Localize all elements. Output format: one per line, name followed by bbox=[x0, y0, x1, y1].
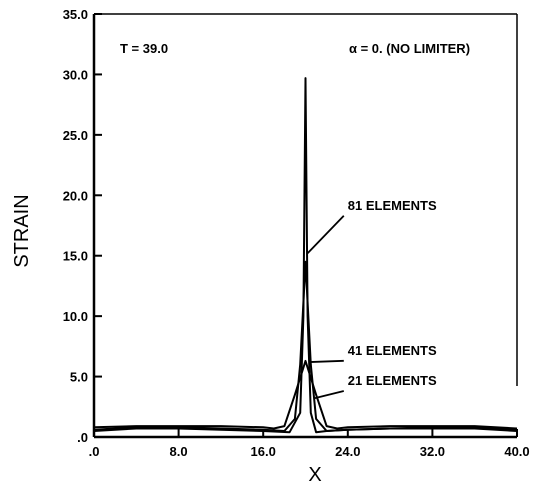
x-tick-label: .0 bbox=[89, 444, 100, 459]
y-tick-label: 10.0 bbox=[63, 309, 88, 324]
y-axis-label: STRAIN bbox=[11, 194, 33, 267]
series-label: 21 ELEMENTS bbox=[348, 373, 437, 388]
x-tick-label: 8.0 bbox=[170, 444, 188, 459]
time-annotation: T = 39.0 bbox=[120, 41, 168, 56]
limiter-annotation: α = 0. (NO LIMITER) bbox=[349, 41, 470, 56]
y-tick-label: 35.0 bbox=[63, 7, 88, 22]
y-tick-label: .0 bbox=[77, 430, 88, 445]
series-label: 81 ELEMENTS bbox=[348, 198, 437, 213]
series-label: 41 ELEMENTS bbox=[348, 343, 437, 358]
series-line-21-elements bbox=[93, 359, 518, 430]
x-tick-label: 24.0 bbox=[335, 444, 360, 459]
y-tick-label: 30.0 bbox=[63, 67, 88, 82]
y-tick-label: 25.0 bbox=[63, 128, 88, 143]
x-tick-label: 16.0 bbox=[251, 444, 276, 459]
y-tick-label: 5.0 bbox=[70, 370, 88, 385]
series-leader-line bbox=[309, 359, 344, 363]
x-tick-label: 40.0 bbox=[504, 444, 529, 459]
x-axis-label: X bbox=[308, 464, 321, 486]
x-tick-label: 32.0 bbox=[420, 444, 445, 459]
y-tick-label: 15.0 bbox=[63, 249, 88, 264]
y-tick-label: 20.0 bbox=[63, 188, 88, 203]
series-line-81-elements bbox=[93, 77, 518, 434]
series-leader-line bbox=[313, 390, 345, 400]
series-line-41-elements bbox=[93, 260, 518, 432]
series-leader-line bbox=[306, 215, 345, 254]
